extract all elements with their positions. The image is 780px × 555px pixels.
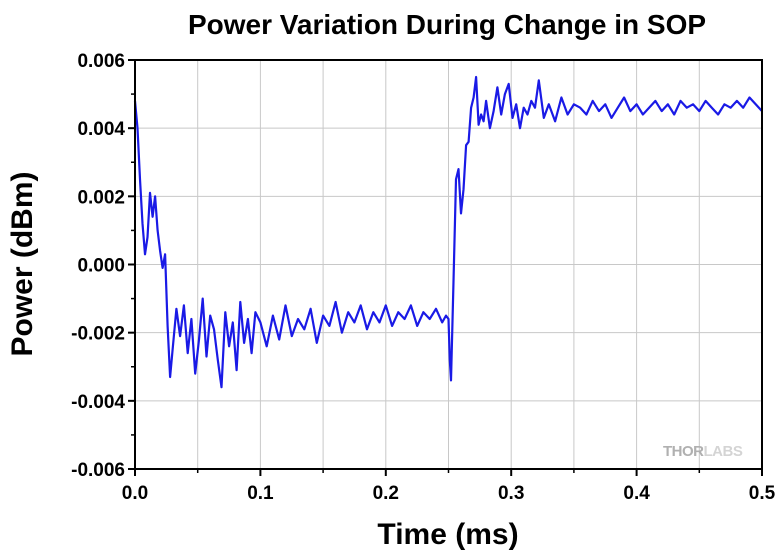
y-tick-label: -0.006	[71, 460, 125, 481]
x-tick-label: 0.1	[247, 483, 274, 504]
svg-text:THORLABS: THORLABS	[663, 443, 743, 460]
x-tick-label: 0.4	[623, 483, 650, 504]
y-tick-label: -0.002	[71, 324, 125, 345]
y-tick-label: 0.002	[77, 187, 125, 208]
x-tick-label: 0.3	[498, 483, 524, 504]
y-tick-labels: -0.006 -0.004 -0.002 0.000 0.002 0.004 0.006	[71, 51, 125, 481]
x-tick-labels: 0.0 0.1 0.2 0.3 0.4 0.5	[122, 483, 776, 504]
plot-frame	[134, 59, 763, 470]
y-tick-label: 0.006	[77, 51, 125, 72]
y-tick-label: 0.000	[77, 256, 125, 277]
series-line	[133, 75, 763, 389]
y-axis-label: Power (dBm)	[6, 171, 39, 356]
logo-text-thor: THOR	[663, 443, 704, 460]
thorlabs-logo: THORLABS	[663, 443, 743, 460]
x-tick-label: 0.2	[373, 483, 399, 504]
logo-text-labs: LABS	[704, 443, 743, 460]
x-axis-label: Time (ms)	[377, 518, 518, 551]
y-tick-label: -0.004	[71, 392, 125, 413]
y-tick-label: 0.004	[77, 119, 125, 140]
x-tick-label: 0.5	[749, 483, 776, 504]
x-tick-label: 0.0	[122, 483, 148, 504]
chart-title: Power Variation During Change in SOP	[188, 9, 706, 40]
